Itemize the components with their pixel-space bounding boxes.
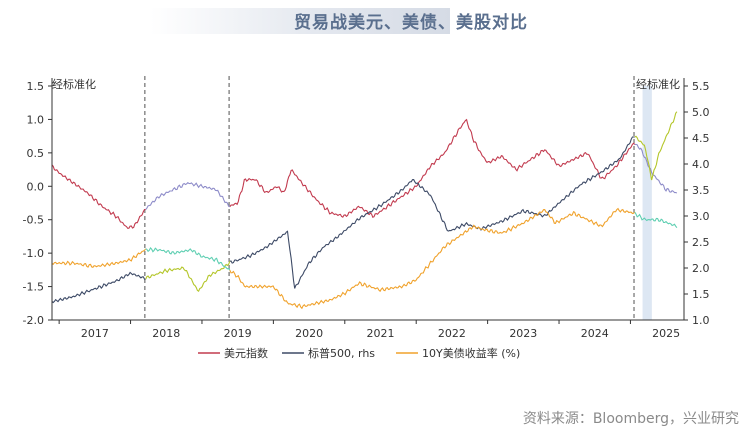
legend-label-dollar: 美元指数 <box>224 346 268 360</box>
trade-war-markers <box>144 76 635 320</box>
shade-layer <box>642 86 652 320</box>
left-tick-label-4: -0.5 <box>23 214 44 227</box>
series-sp500-line-0 <box>51 271 146 304</box>
series-yield-line-0 <box>51 248 147 268</box>
right-tick-label-2: 4.5 <box>692 132 710 145</box>
left-tick-label-0: 1.5 <box>27 80 45 93</box>
series-yield-highlight-1 <box>634 211 678 229</box>
series-dollar-line-1 <box>229 118 636 219</box>
left-tick-label-2: 0.5 <box>27 147 45 160</box>
right-tick-label-3: 4.0 <box>692 158 710 171</box>
left-tick-label-6: -1.5 <box>23 281 44 294</box>
right-tick-label-7: 2.0 <box>692 262 710 275</box>
title-decoration <box>150 8 450 34</box>
right-tick-label-0: 5.5 <box>692 80 710 93</box>
left-tick-label-1: 1.0 <box>27 113 45 126</box>
chart-title: 贸易战美元、美债、美股对比 <box>294 13 528 33</box>
series-layer <box>51 111 678 310</box>
series-sp500-highlight-1 <box>634 111 678 181</box>
series-yield-line-1 <box>229 207 636 310</box>
axes: 1.5 1.0 0.5 0.0 -0.5 -1.0 -1.5 -2.0 5.5 5.0 4.5 4.0… <box>23 78 710 340</box>
right-tick-label-5: 3.0 <box>692 210 710 223</box>
series-dollar-line-0 <box>51 164 146 229</box>
left-tick-label-5: -1.0 <box>23 247 44 260</box>
x-tick-label-2: 2019 <box>224 327 252 340</box>
right-tick-label-8: 1.5 <box>692 288 710 301</box>
x-tick-label-5: 2022 <box>438 327 466 340</box>
legend-label-sp500: 标普500, rhs <box>308 346 375 360</box>
series-dollar-highlight-0 <box>145 181 231 210</box>
left-tick-label-3: 0.0 <box>27 180 45 193</box>
x-tick-label-3: 2020 <box>295 327 323 340</box>
right-tick-label-6: 2.5 <box>692 236 710 249</box>
right-axis-unit-label: 经标准化 <box>636 77 680 91</box>
x-tick-label-7: 2024 <box>581 327 609 340</box>
shaded-period <box>642 86 652 320</box>
left-tick-label-7: -2.0 <box>23 314 44 327</box>
x-tick-label-4: 2021 <box>366 327 394 340</box>
x-tick-label-8: 2025 <box>652 327 680 340</box>
x-tick-label-6: 2023 <box>509 327 537 340</box>
x-tick-label-0: 2017 <box>81 327 109 340</box>
right-tick-label-4: 3.5 <box>692 184 710 197</box>
legend-label-yield: 10Y美债收益率 (%) <box>422 346 520 360</box>
series-sp500-highlight-0 <box>145 261 231 293</box>
series-dollar-highlight-1 <box>634 143 678 194</box>
left-axis-unit-label: 经标准化 <box>52 77 96 91</box>
source-note: 资料来源：Bloomberg，兴业研究 <box>522 411 739 427</box>
series-sp500-line-1 <box>229 136 635 289</box>
legend: 美元指数 标普500, rhs 10Y美债收益率 (%) <box>198 346 520 360</box>
series-yield-highlight-0 <box>145 246 231 271</box>
x-tick-label-1: 2018 <box>152 327 180 340</box>
right-tick-label-9: 1.0 <box>692 314 710 327</box>
right-tick-label-1: 5.0 <box>692 106 710 119</box>
